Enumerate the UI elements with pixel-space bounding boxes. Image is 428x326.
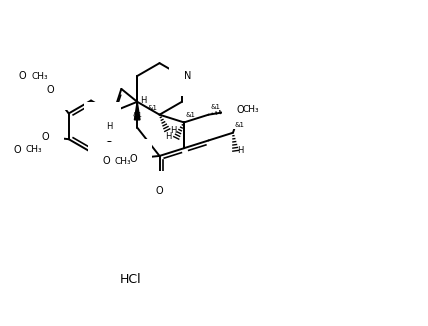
Text: H: H: [106, 122, 113, 131]
Text: H: H: [170, 126, 177, 135]
Text: O: O: [42, 132, 49, 141]
Text: O: O: [130, 154, 137, 164]
Text: HCl: HCl: [120, 274, 142, 287]
Text: N: N: [184, 71, 191, 81]
Text: &1: &1: [186, 112, 196, 118]
Text: CH₃: CH₃: [31, 72, 48, 81]
Text: &1: &1: [211, 104, 220, 110]
Text: &1: &1: [148, 105, 158, 111]
Text: O: O: [156, 186, 163, 196]
Text: CH₃: CH₃: [26, 145, 42, 154]
Text: H: H: [238, 146, 244, 155]
Text: H: H: [140, 96, 146, 105]
Text: O: O: [13, 144, 21, 155]
Text: &1: &1: [235, 122, 245, 128]
Text: H: H: [165, 132, 171, 141]
Text: O: O: [103, 156, 110, 166]
Text: O: O: [237, 105, 244, 114]
Text: O: O: [18, 71, 26, 82]
Text: &1: &1: [132, 112, 142, 118]
Text: CH₃: CH₃: [114, 156, 131, 166]
Text: O: O: [47, 85, 54, 95]
Text: CH₃: CH₃: [242, 105, 259, 114]
Text: N: N: [99, 117, 106, 126]
Polygon shape: [134, 102, 140, 120]
